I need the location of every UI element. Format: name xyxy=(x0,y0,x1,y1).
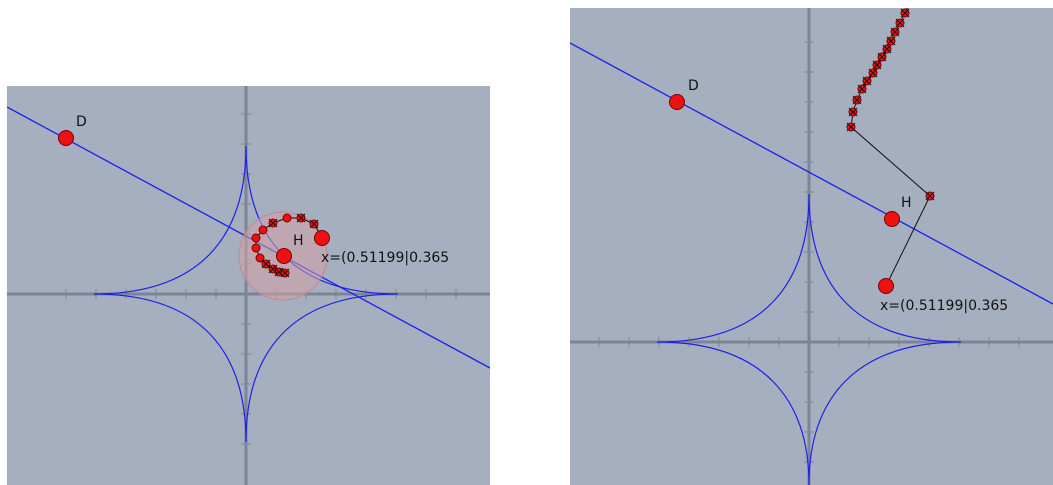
left-geometry-view[interactable]: D H x=(0.51199|0.365 xyxy=(7,86,490,485)
point-x[interactable] xyxy=(314,230,330,246)
astroid-curve[interactable] xyxy=(656,193,962,485)
trace-point xyxy=(258,225,268,235)
point-h-label: H xyxy=(901,195,912,211)
point-x-coordinate-label: x=(0.51199|0.365 xyxy=(321,250,449,266)
trace-point xyxy=(251,233,261,243)
point-d[interactable] xyxy=(58,130,74,146)
trace-point xyxy=(282,213,292,223)
line-through-d[interactable] xyxy=(570,42,1053,305)
left-canvas[interactable]: D H x=(0.51199|0.365 xyxy=(7,86,490,485)
trace-crosses xyxy=(261,213,319,278)
point-h[interactable] xyxy=(884,211,900,227)
axes xyxy=(570,8,1053,485)
point-h[interactable] xyxy=(276,248,292,264)
right-geometry-view[interactable]: D H x=(0.51199|0.365 xyxy=(570,8,1053,485)
right-canvas[interactable]: D H x=(0.51199|0.365 xyxy=(570,8,1053,485)
point-d[interactable] xyxy=(669,94,685,110)
point-d-label: D xyxy=(688,78,699,94)
point-x-coordinate-label: x=(0.51199|0.365 xyxy=(880,298,1008,314)
trace-points xyxy=(846,8,935,201)
point-d-label: D xyxy=(76,114,87,130)
point-h-label: H xyxy=(293,233,304,249)
trace-crosses xyxy=(846,8,935,201)
axis-ticks xyxy=(598,41,1020,463)
point-x[interactable] xyxy=(878,278,894,294)
trace-point xyxy=(251,243,261,253)
